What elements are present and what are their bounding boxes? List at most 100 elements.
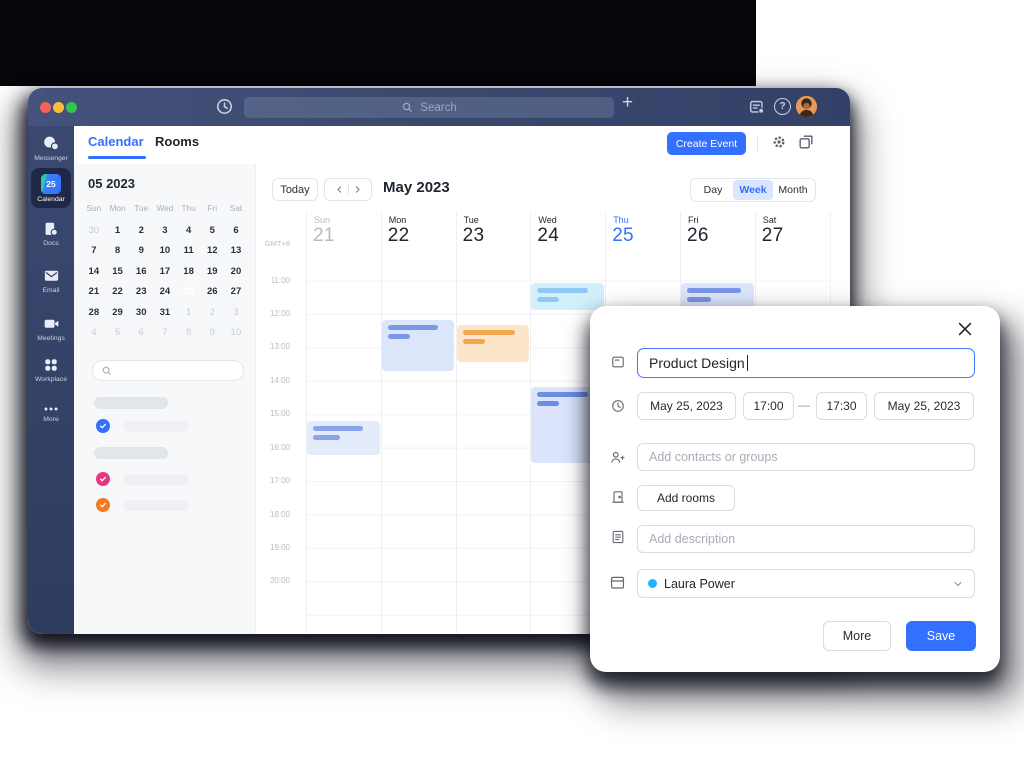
mini-calendar-day[interactable]: 5 [209,225,215,236]
mini-calendar-day[interactable]: 20 [230,265,242,277]
view-option-week[interactable]: Week [733,180,773,200]
mini-calendar-day[interactable]: 4 [91,326,97,338]
mini-calendar-day[interactable]: 7 [162,326,168,338]
mini-calendar-day[interactable]: 5 [114,326,121,338]
chevron-left-icon[interactable] [335,185,344,194]
mini-calendar-day[interactable]: 30 [135,306,147,318]
mini-calendar-day[interactable]: 9 [138,245,144,257]
mini-calendar-day[interactable]: 26 [206,286,218,298]
calendar-list-item[interactable] [88,498,256,512]
mini-calendar-day[interactable]: 17 [159,265,171,277]
day-header-name-fri: Fri [688,215,699,225]
search-input[interactable]: Search [244,97,614,118]
contacts-input[interactable]: Add contacts or groups [637,443,975,471]
sidebar-item-email[interactable]: Email [28,266,74,294]
owner-calendar-select[interactable]: Laura Power [637,569,975,598]
search-icon [101,365,113,377]
mini-calendar-day[interactable]: 2 [209,306,215,318]
sidebar-item-messenger[interactable]: Messenger [28,134,74,162]
mini-calendar-day[interactable]: 3 [233,306,239,318]
calendar-list-item[interactable] [88,419,256,433]
save-button[interactable]: Save [906,621,976,651]
mini-calendar-day[interactable]: 6 [138,326,144,338]
description-input[interactable]: Add description [637,525,975,553]
minimize-button[interactable] [53,102,64,113]
view-option-day[interactable]: Day [703,184,723,196]
mini-calendar-day[interactable]: 27 [230,286,242,298]
start-time-field[interactable]: 17:00 [743,392,794,420]
meetings-icon [28,314,74,333]
mini-calendar-day[interactable]: 10 [159,245,171,257]
mini-calendar-day[interactable]: 23 [135,286,147,298]
mini-calendar-day[interactable]: 29 [112,306,123,318]
mini-calendar-day[interactable]: 24 [159,286,171,298]
tab-rooms[interactable]: Rooms [155,134,200,149]
calendar-checkbox[interactable] [96,472,110,486]
mini-calendar-day[interactable]: 14 [88,265,100,277]
mini-calendar-day[interactable]: 4 [185,225,192,236]
mini-calendar-day[interactable]: 11 [183,245,194,257]
mini-calendar-day[interactable]: 18 [183,265,194,277]
mini-calendar-day[interactable]: 16 [135,265,147,277]
backdrop-panel [0,0,756,86]
mini-calendar-day[interactable]: 3 [162,225,168,236]
sidebar-item-workplace[interactable]: Workplace [28,356,74,383]
view-option-month[interactable]: Month [778,184,808,196]
event-title-value: Product Design [649,355,745,371]
sidebar-item-label: Messenger [34,155,68,162]
mini-calendar-day[interactable]: 30 [88,225,100,236]
day-header-name-sun: Sun [314,215,331,225]
sidebar-item-more[interactable]: More [28,404,74,423]
calendar-list-item[interactable] [88,446,256,460]
user-avatar[interactable] [796,96,817,117]
tab-calendar[interactable]: Calendar [88,134,144,149]
create-event-button[interactable]: Create Event [667,132,746,155]
day-header-name-sat: Sat [762,215,777,225]
mini-calendar-day[interactable]: 1 [114,225,121,236]
mini-calendar-day[interactable]: 8 [114,245,121,257]
calendar-search-input[interactable] [92,360,244,381]
mini-calendar-day[interactable]: 7 [91,245,97,257]
calendar-list-item[interactable] [88,396,256,410]
mini-calendar-day[interactable]: 19 [206,265,218,277]
mini-calendar-day[interactable]: 13 [230,245,242,257]
close-icon[interactable] [956,320,976,340]
mini-calendar-day[interactable]: 15 [112,265,123,277]
mini-calendar-day[interactable]: 28 [88,306,100,318]
mini-calendar-day[interactable]: 1 [185,306,192,318]
add-button[interactable]: + [622,92,634,113]
history-icon[interactable] [214,96,235,117]
mini-calendar-day[interactable]: 8 [185,326,192,338]
mini-calendar-day[interactable]: 22 [112,286,123,298]
chevron-right-icon[interactable] [353,185,362,194]
mini-calendar-day[interactable]: 12 [206,245,218,257]
calendar-checkbox[interactable] [96,419,110,433]
mini-calendar-day[interactable]: 2 [138,225,144,236]
more-button[interactable]: More [823,621,891,651]
mini-calendar-day[interactable]: 6 [233,225,239,236]
sidebar-item-docs[interactable]: Docs [28,220,74,247]
sidebar-item-calendar[interactable]: 25 Calendar [31,168,71,208]
calendar-list-item[interactable] [88,472,256,486]
close-button[interactable] [40,102,51,113]
popout-window-icon[interactable] [797,133,815,151]
start-date-field[interactable]: May 25, 2023 [637,392,736,420]
zoom-button[interactable] [66,102,77,113]
mini-calendar-day[interactable]: 10 [230,326,242,338]
calendar-checkbox[interactable] [96,498,110,512]
more-icon [28,404,74,414]
notification-settings-icon[interactable] [748,98,766,116]
sidebar-item-meetings[interactable]: Meetings [28,314,74,342]
event-title-input[interactable]: Product Design [637,348,975,378]
end-time-field[interactable]: 17:30 [816,392,867,420]
mini-calendar-day[interactable]: 9 [209,326,215,338]
mini-calendar-day[interactable]: 31 [159,306,171,318]
mini-calendar-day-selected[interactable]: 25 [177,282,201,303]
add-rooms-button[interactable]: Add rooms [637,485,735,511]
help-icon[interactable]: ? [774,98,791,115]
settings-gear-icon[interactable] [770,133,788,151]
mini-weekday-label: Fri [207,203,218,213]
end-date-field[interactable]: May 25, 2023 [874,392,974,420]
mini-calendar-day[interactable]: 21 [88,286,100,298]
today-button[interactable]: Today [272,178,318,201]
